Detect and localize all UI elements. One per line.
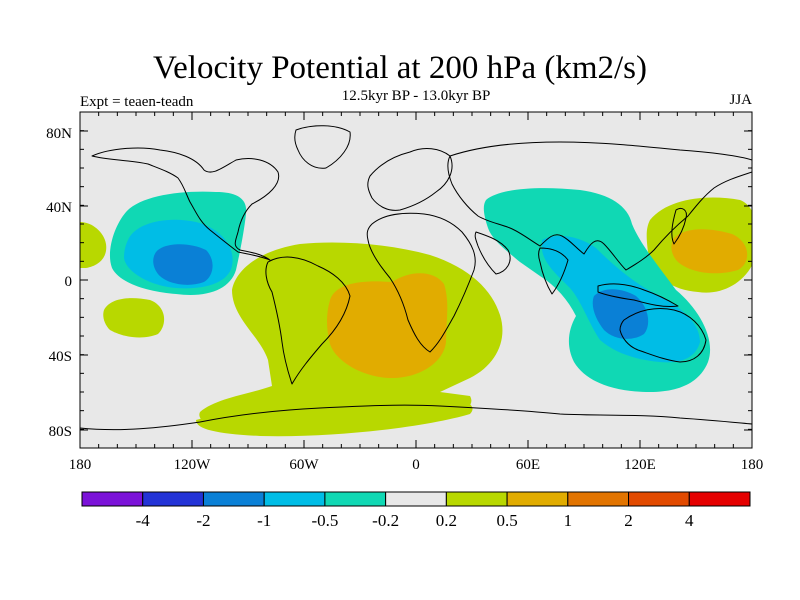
colorbar-label-1: -2: [196, 511, 210, 530]
colorbar-box-4: [324, 491, 387, 507]
europe-coastline: [367, 148, 453, 211]
lon-tick-60e: 60E: [516, 457, 540, 473]
colorbar-label-9: 4: [685, 511, 694, 530]
colorbar-labels: -4 -2 -1 -0.5 -0.2 0.2 0.5 1 2 4: [136, 511, 694, 530]
colorbar-label-3: -0.5: [311, 511, 338, 530]
latitude-axis: 80N 40N 0 40S 80S: [46, 126, 72, 440]
colorbar: [81, 491, 751, 507]
india-coastline: [538, 247, 569, 295]
lon-tick-180e: 180: [741, 457, 764, 473]
colorbar-label-7: 1: [564, 511, 573, 530]
lat-tick-40n: 40N: [46, 200, 72, 216]
negative-region-east-pacific-core: [153, 244, 213, 285]
lat-tick-0: 0: [65, 274, 73, 290]
lon-tick-180w: 180: [69, 457, 92, 473]
colorbar-box-1: [142, 491, 204, 507]
colorbar-box-7: [506, 491, 569, 507]
colorbar-box-6: [445, 491, 508, 507]
colorbar-label-2: -1: [257, 511, 271, 530]
colorbar-label-8: 2: [624, 511, 633, 530]
australia-coastline: [619, 307, 707, 363]
map-panel: [80, 112, 752, 448]
stronger-positive-region-atlantic: [327, 273, 448, 378]
maritime-continent-coastline: [597, 283, 679, 307]
coastlines: [80, 125, 752, 431]
latitude-major-ticks: [80, 130, 752, 431]
antarctica-coastline: [80, 404, 752, 431]
season-label: JJA: [729, 92, 752, 108]
colorbar-box-10: [688, 491, 751, 507]
negative-region-indian-ocean-core: [592, 289, 649, 339]
lat-tick-40s: 40S: [49, 349, 72, 365]
colorbar-box-8: [567, 491, 630, 507]
positive-region-dateline: [80, 222, 107, 268]
colorbar-label-5: 0.2: [436, 511, 457, 530]
lat-tick-80s: 80S: [49, 424, 72, 440]
figure-title: Velocity Potential at 200 hPa (km2/s): [152, 50, 648, 86]
colorbar-label-6: 0.5: [496, 511, 517, 530]
greenland-coastline: [294, 125, 351, 169]
colorbar-box-9: [628, 491, 690, 507]
longitude-axis: 180 120W 60W 0 60E 120E 180: [69, 457, 764, 473]
lon-tick-120e: 120E: [624, 457, 656, 473]
arabia-coastline: [474, 231, 511, 275]
positive-region-south-pacific: [103, 298, 165, 338]
colorbar-box-0: [81, 491, 144, 507]
latitude-minor-ticks: [80, 112, 752, 448]
colorbar-label-4: -0.2: [372, 511, 399, 530]
experiment-label: Expt = teaen-teadn: [80, 94, 194, 110]
asia-coastline: [447, 141, 752, 271]
colorbar-box-3: [263, 491, 326, 507]
lon-tick-120w: 120W: [174, 457, 212, 473]
africa-coastline: [366, 212, 476, 353]
north-america-coastline: [91, 147, 280, 261]
colorbar-label-0: -4: [136, 511, 151, 530]
longitude-major-ticks: [191, 112, 641, 448]
lon-tick-60w: 60W: [289, 457, 319, 473]
lon-tick-0: 0: [412, 457, 420, 473]
figure-subtitle: 12.5kyr BP - 13.0kyr BP: [341, 88, 491, 104]
south-america-coastline: [265, 256, 351, 385]
positive-region-antarctic-fringe: [196, 397, 473, 437]
colorbar-box-5: [385, 491, 447, 507]
lat-tick-80n: 80N: [46, 126, 72, 142]
colorbar-box-2: [202, 491, 265, 507]
japan-coastline: [671, 207, 687, 245]
stronger-positive-region-west-pacific: [671, 229, 748, 274]
